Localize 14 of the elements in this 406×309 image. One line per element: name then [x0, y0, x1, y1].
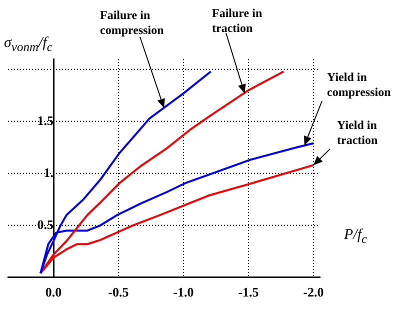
x-tick-label: 0.0 — [45, 284, 62, 300]
y-tick-label: 1.5 — [37, 112, 54, 128]
x-tick-label: -1.0 — [173, 284, 194, 300]
x-tick-label: -2.0 — [303, 284, 324, 300]
x-axis-title: P/f$_{c}$ — [344, 226, 368, 248]
annotation: Failure in traction — [212, 6, 264, 36]
y-tick-label: 0.5 — [37, 216, 54, 232]
x-tick-label: -1.5 — [238, 284, 260, 300]
annotation: Yield in traction — [337, 118, 379, 148]
y-axis-title: σ$_{vonm}$/f$_{c}$ — [4, 34, 52, 56]
y-tick-label: 1. — [44, 164, 54, 180]
annotation: Yield in compression — [327, 70, 392, 100]
x-tick-label: -0.5 — [108, 284, 130, 300]
annotation: Failure in compression — [100, 8, 165, 38]
